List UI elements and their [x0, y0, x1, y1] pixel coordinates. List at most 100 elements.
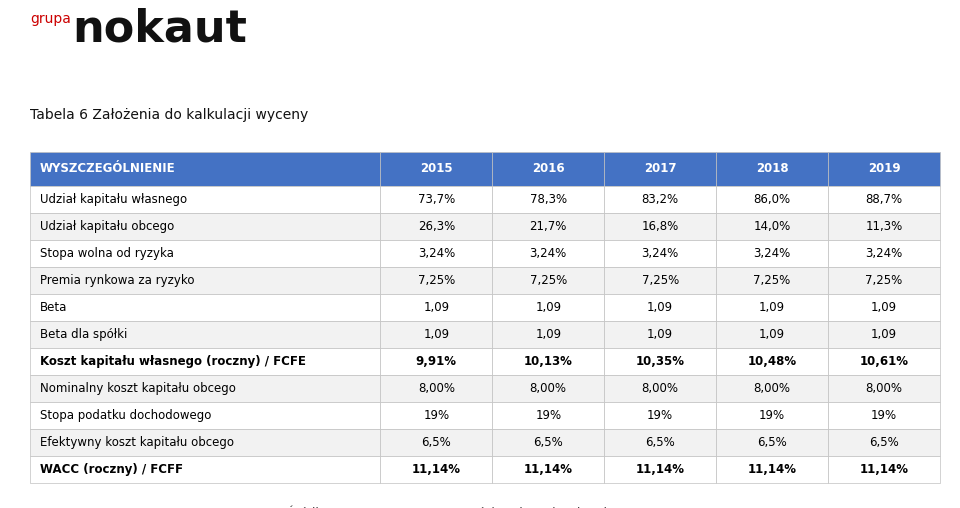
Bar	[604, 294, 716, 321]
Bar	[604, 375, 716, 402]
Text: 6,5%: 6,5%	[421, 436, 451, 449]
Text: 10,13%: 10,13%	[524, 355, 573, 368]
Text: 16,8%: 16,8%	[641, 220, 679, 233]
Text: 3,24%: 3,24%	[865, 247, 902, 260]
Bar	[492, 152, 604, 186]
Bar	[30, 240, 380, 267]
Text: 11,14%: 11,14%	[412, 463, 461, 476]
Bar	[380, 186, 492, 213]
Bar	[716, 321, 828, 348]
Text: 2018: 2018	[756, 163, 788, 175]
Text: 19%: 19%	[423, 409, 449, 422]
Text: 11,3%: 11,3%	[865, 220, 902, 233]
Bar	[716, 152, 828, 186]
Text: 8,00%: 8,00%	[866, 382, 902, 395]
Bar	[604, 321, 716, 348]
Bar	[604, 456, 716, 483]
Bar	[492, 402, 604, 429]
Text: 1,09: 1,09	[423, 301, 449, 314]
Text: 1,09: 1,09	[871, 301, 897, 314]
Text: 19%: 19%	[759, 409, 785, 422]
Bar	[492, 240, 604, 267]
Bar	[716, 267, 828, 294]
Text: 1,09: 1,09	[871, 328, 897, 341]
Text: 8,00%: 8,00%	[418, 382, 455, 395]
Text: 6,5%: 6,5%	[645, 436, 675, 449]
Bar	[380, 456, 492, 483]
Bar	[716, 186, 828, 213]
Text: 7,25%: 7,25%	[754, 274, 791, 287]
Text: WYSZCZEGÓLNIENIE: WYSZCZEGÓLNIENIE	[40, 163, 176, 175]
Text: 10,48%: 10,48%	[748, 355, 797, 368]
Bar	[380, 152, 492, 186]
Text: 1,09: 1,09	[647, 328, 673, 341]
Bar	[604, 429, 716, 456]
Text: WACC (roczny) / FCFF: WACC (roczny) / FCFF	[40, 463, 183, 476]
Bar	[380, 213, 492, 240]
Text: 83,2%: 83,2%	[641, 193, 679, 206]
Bar	[30, 348, 380, 375]
Bar	[716, 456, 828, 483]
Bar	[30, 402, 380, 429]
Text: Udział kapitału własnego: Udział kapitału własnego	[40, 193, 187, 206]
Text: Beta: Beta	[40, 301, 67, 314]
Text: 6,5%: 6,5%	[534, 436, 564, 449]
Text: 1,09: 1,09	[535, 301, 562, 314]
Bar	[492, 348, 604, 375]
Text: 11,14%: 11,14%	[859, 463, 908, 476]
Text: 1,09: 1,09	[423, 328, 449, 341]
Bar	[604, 152, 716, 186]
Bar	[604, 213, 716, 240]
Bar	[828, 321, 940, 348]
Text: Stopa wolna od ryzyka: Stopa wolna od ryzyka	[40, 247, 174, 260]
Text: 1,09: 1,09	[759, 328, 785, 341]
Text: 19%: 19%	[535, 409, 562, 422]
Bar	[828, 456, 940, 483]
Bar	[492, 213, 604, 240]
Text: 3,24%: 3,24%	[530, 247, 566, 260]
Text: 2019: 2019	[868, 163, 900, 175]
Text: 3,24%: 3,24%	[418, 247, 455, 260]
Text: 19%: 19%	[647, 409, 673, 422]
Text: 2015: 2015	[420, 163, 452, 175]
Bar	[828, 375, 940, 402]
Text: 11,14%: 11,14%	[524, 463, 573, 476]
Text: 9,91%: 9,91%	[416, 355, 457, 368]
Text: Nominalny koszt kapitału obcego: Nominalny koszt kapitału obcego	[40, 382, 236, 395]
Bar	[716, 375, 828, 402]
Bar	[492, 186, 604, 213]
Text: 19%: 19%	[871, 409, 897, 422]
Bar	[828, 186, 940, 213]
Text: 7,25%: 7,25%	[530, 274, 566, 287]
Text: nokaut: nokaut	[72, 8, 247, 51]
Text: Premia rynkowa za ryzyko: Premia rynkowa za ryzyko	[40, 274, 195, 287]
Text: grupa: grupa	[30, 12, 71, 26]
Bar	[604, 240, 716, 267]
Text: 73,7%: 73,7%	[418, 193, 455, 206]
Text: 21,7%: 21,7%	[530, 220, 567, 233]
Text: 1,09: 1,09	[759, 301, 785, 314]
Text: 86,0%: 86,0%	[754, 193, 791, 206]
Text: 11,14%: 11,14%	[748, 463, 797, 476]
Bar	[604, 186, 716, 213]
Bar	[716, 294, 828, 321]
Text: Stopa podatku dochodowego: Stopa podatku dochodowego	[40, 409, 211, 422]
Bar	[30, 213, 380, 240]
Bar	[492, 429, 604, 456]
Bar	[716, 348, 828, 375]
Bar	[828, 294, 940, 321]
Bar	[30, 456, 380, 483]
Text: 10,61%: 10,61%	[859, 355, 908, 368]
Bar	[604, 402, 716, 429]
Bar	[828, 213, 940, 240]
Text: 26,3%: 26,3%	[418, 220, 455, 233]
Text: 7,25%: 7,25%	[418, 274, 455, 287]
Bar	[716, 213, 828, 240]
Bar	[380, 240, 492, 267]
Bar	[30, 267, 380, 294]
Bar	[604, 348, 716, 375]
Bar	[828, 429, 940, 456]
Text: 2016: 2016	[532, 163, 564, 175]
Bar	[30, 152, 380, 186]
Bar	[492, 375, 604, 402]
